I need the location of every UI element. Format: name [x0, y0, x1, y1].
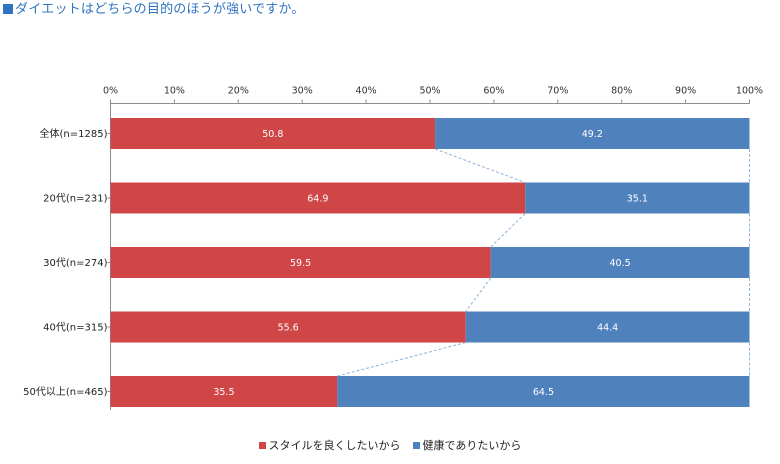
x-tick-label: 10%	[164, 86, 185, 97]
category-label: 全体(n=1285)	[40, 127, 108, 140]
x-tick-label: 50%	[419, 86, 440, 97]
x-tick-label: 40%	[356, 86, 377, 97]
bar-health	[337, 376, 750, 407]
data-label: 50.8	[262, 129, 283, 140]
x-tick-label: 70%	[547, 86, 568, 97]
legend-item: スタイルを良くしたいから	[258, 437, 401, 453]
data-label: 35.5	[213, 387, 234, 398]
data-label: 55.6	[278, 323, 299, 334]
chart-legend: スタイルを良くしたいから 健康でありたいから	[0, 437, 780, 453]
title-square-icon	[3, 4, 13, 14]
chart-title-wrapper: ダイエットはどちらの目的のほうが強いですか。	[3, 0, 305, 17]
series-line	[434, 148, 526, 183]
bar-style	[110, 118, 436, 149]
data-label: 40.5	[610, 258, 631, 269]
x-tick-label: 80%	[611, 86, 632, 97]
legend-label: スタイルを良くしたいから	[268, 439, 401, 452]
x-tick-label: 100%	[736, 86, 763, 97]
bar-style	[110, 182, 526, 214]
x-tick-label: 60%	[483, 86, 504, 97]
x-tick-label: 30%	[292, 86, 313, 97]
category-label: 50代以上(n=465)	[23, 386, 107, 398]
bar-health	[490, 247, 750, 278]
data-label: 64.9	[307, 194, 328, 205]
legend-swatch	[258, 442, 266, 449]
series-line	[337, 342, 466, 377]
x-tick-label: 90%	[675, 86, 696, 97]
bar-style	[110, 311, 466, 343]
category-label: 20代(n=231)	[43, 193, 107, 205]
x-tick-label: 20%	[228, 86, 249, 97]
chart-title: ダイエットはどちらの目的のほうが強いですか。	[15, 2, 305, 17]
bar-style	[110, 376, 338, 407]
bar-health	[435, 118, 750, 149]
category-label: 30代(n=274)	[43, 257, 107, 269]
bar-health	[525, 182, 750, 214]
data-label: 49.2	[582, 129, 603, 140]
series-line	[465, 277, 492, 312]
series-line	[490, 213, 526, 248]
legend-item: 健康でありたいから	[412, 437, 522, 453]
data-label: 59.5	[290, 258, 311, 269]
category-label: 40代(n=315)	[43, 322, 107, 334]
data-label: 64.5	[533, 387, 554, 398]
legend-swatch	[412, 442, 420, 449]
legend-label: 健康でありたいから	[422, 439, 522, 452]
bar-style	[110, 247, 491, 278]
x-tick-label: 0%	[103, 86, 118, 97]
data-label: 35.1	[627, 194, 648, 205]
data-label: 44.4	[597, 323, 618, 334]
bar-health	[465, 311, 750, 343]
